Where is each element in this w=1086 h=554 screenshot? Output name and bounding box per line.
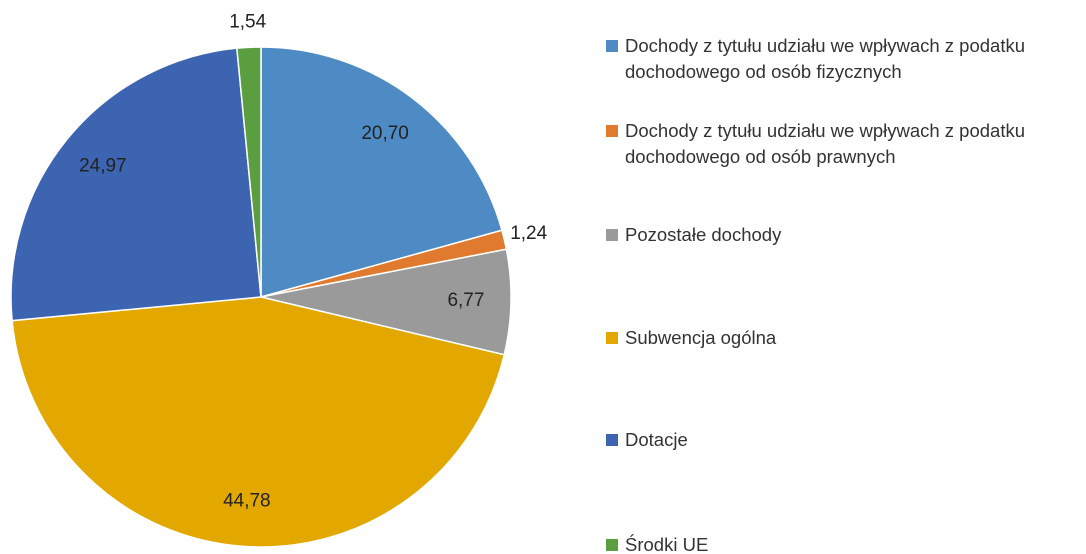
legend-swatch <box>606 125 618 137</box>
legend-label: Dochody z tytułu udziału we wpływach z p… <box>625 120 1026 167</box>
legend-swatch <box>606 434 618 446</box>
data-label: 20,70 <box>361 123 409 144</box>
legend-label: Dochody z tytułu udziału we wpływach z p… <box>625 35 1026 82</box>
legend-item: Dochody z tytułu udziału we wpływach z p… <box>606 118 1084 170</box>
legend-swatch <box>606 332 618 344</box>
legend-item: Dotacje <box>606 427 1084 453</box>
pie-slice <box>260 248 512 356</box>
legend-label: Subwencja ogólna <box>625 327 777 348</box>
legend-swatch <box>606 229 618 241</box>
data-label: 24,97 <box>79 156 127 177</box>
pie-slice <box>10 47 262 322</box>
pie-slice <box>11 296 506 548</box>
legend-label: Dotacje <box>625 429 688 450</box>
legend-item: Subwencja ogólna <box>606 325 1084 351</box>
data-label: 1,24 <box>510 223 547 244</box>
data-label: 44,78 <box>223 491 271 512</box>
legend-swatch <box>606 539 618 551</box>
legend-item: Pozostałe dochody <box>606 222 1084 248</box>
pie-slice <box>260 46 503 298</box>
data-label: 1,54 <box>229 11 266 32</box>
pie-area: 20,70 1,24 6,77 44,78 24,97 1,54 <box>10 11 548 548</box>
pie-slice <box>236 46 262 298</box>
legend-swatch <box>606 40 618 52</box>
data-label: 6,77 <box>447 290 484 311</box>
legend-label: Pozostałe dochody <box>625 224 782 245</box>
legend-item: Środki UE <box>606 532 1084 554</box>
legend-item: Dochody z tytułu udziału we wpływach z p… <box>606 33 1084 85</box>
legend-label: Środki UE <box>625 534 709 554</box>
